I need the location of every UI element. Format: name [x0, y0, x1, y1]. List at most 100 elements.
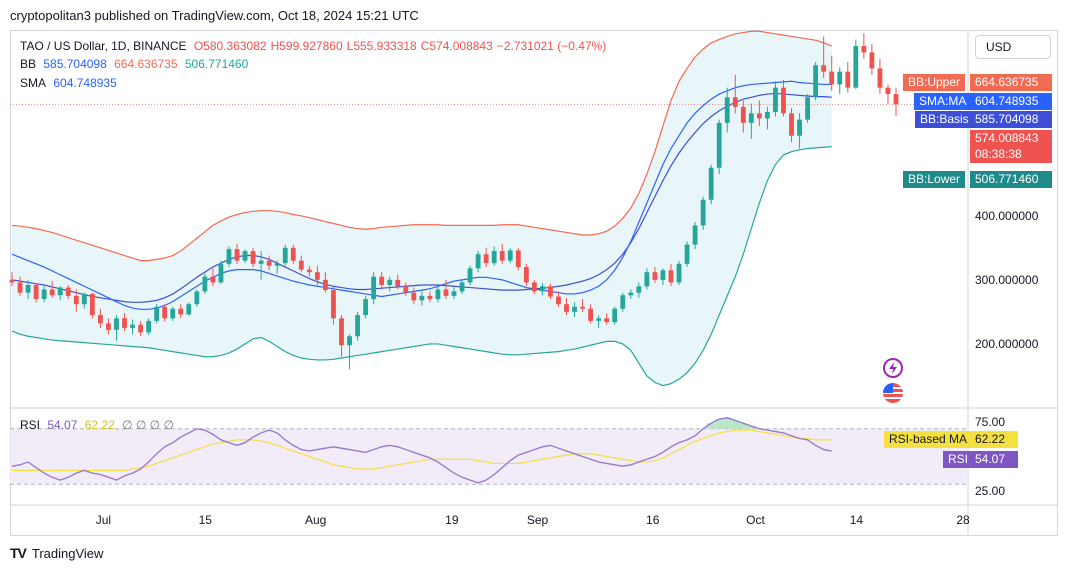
candle	[531, 279, 537, 294]
candle	[740, 100, 746, 133]
rsi-line	[11, 417, 832, 484]
candle	[258, 251, 264, 280]
candle	[483, 247, 489, 268]
currency-button[interactable]: USD	[975, 35, 1051, 59]
tradingview-logo-icon: TV	[10, 545, 27, 561]
candle-body	[33, 284, 39, 300]
candle	[162, 304, 168, 322]
candle-body	[331, 290, 336, 319]
sma-value: 604.748935	[53, 76, 117, 90]
candle	[266, 255, 272, 271]
candle	[644, 268, 650, 290]
candle	[877, 58, 883, 95]
candle	[805, 94, 811, 123]
rsi-ma-tag-label: RSI-based MA	[884, 431, 973, 448]
candle-body	[178, 308, 184, 315]
lightning-icon[interactable]	[883, 358, 903, 378]
candle-body	[347, 336, 352, 346]
candle	[588, 304, 594, 324]
candle-body	[355, 315, 360, 337]
candle-body	[306, 269, 312, 273]
candle-body	[660, 270, 666, 280]
candle	[41, 286, 47, 303]
ohlc-close: C574.008843	[420, 39, 493, 53]
rsi-ma-tag-value: 62.22	[970, 431, 1018, 448]
sma-label[interactable]: SMA	[20, 76, 47, 90]
sma-tag-value: 604.748935	[970, 93, 1052, 110]
candle-body	[668, 270, 674, 283]
bb-fill-area	[12, 31, 832, 386]
candle	[25, 279, 31, 300]
candle-body	[202, 276, 208, 292]
candle	[580, 299, 585, 312]
brand-name: TradingView	[31, 545, 104, 561]
candle	[676, 260, 682, 285]
rsi-label[interactable]: RSI	[20, 418, 41, 432]
candle	[395, 274, 401, 290]
rsi-tick-label: 75.00	[975, 415, 1005, 429]
rsi-ma-line	[12, 429, 832, 471]
candle-body	[282, 247, 288, 264]
candle-body	[9, 279, 15, 283]
rsi-value: 54.07	[47, 418, 78, 432]
candle	[773, 81, 778, 117]
candle-body	[548, 286, 553, 297]
candle	[146, 318, 152, 335]
price-tick-label: 200.000000	[975, 337, 1039, 351]
candle-body	[885, 87, 891, 95]
candle-body	[539, 286, 545, 292]
bb-label[interactable]: BB	[20, 57, 37, 71]
bb-basis-tag-value: 585.704098	[970, 111, 1052, 128]
candle	[748, 103, 754, 139]
bb-lower-tag-label: BB:Lower	[903, 171, 966, 188]
candle	[853, 39, 859, 89]
candle-body	[25, 284, 31, 293]
ohlc-high: H599.927860	[270, 39, 343, 53]
candle-body	[732, 97, 738, 107]
candle	[869, 44, 875, 75]
bb-upper-value: 664.636735	[114, 57, 178, 71]
candle-body	[323, 279, 328, 291]
candle-body	[636, 286, 642, 293]
time-tick-label: 19	[445, 513, 459, 527]
bb-lower-tag-value: 506.771460	[970, 171, 1052, 188]
candle-body	[65, 287, 71, 296]
candle	[202, 273, 208, 294]
candle	[427, 291, 433, 303]
candle-body	[869, 52, 875, 69]
legend-ohlc: TAO / US Dollar, 1D, BINANCE O580.363082…	[20, 39, 610, 53]
candle	[282, 244, 288, 266]
candle-body	[379, 276, 385, 285]
candle	[837, 67, 843, 95]
candle-body	[877, 68, 883, 88]
flag-icon[interactable]	[883, 383, 903, 403]
candle	[57, 286, 63, 301]
price-tick-label: 400.000000	[975, 209, 1039, 223]
candle-body	[700, 199, 706, 226]
ohlc-open: O580.363082	[193, 39, 267, 53]
candle	[700, 196, 706, 230]
candle-body	[298, 260, 304, 270]
candle	[89, 292, 95, 319]
candle	[194, 289, 200, 307]
candle	[114, 315, 119, 341]
candle	[170, 306, 176, 321]
candle-body	[371, 276, 377, 300]
bb-basis-tag-label: BB:Basis	[915, 111, 974, 128]
candle	[379, 272, 385, 290]
candle	[306, 265, 312, 277]
candle	[636, 282, 642, 298]
candle	[210, 268, 216, 287]
bb-upper-line	[11, 30, 832, 262]
candle	[628, 289, 634, 300]
candle	[813, 62, 819, 101]
rsi-tag-value: 54.07	[970, 451, 1018, 468]
candle-body	[57, 287, 63, 296]
candle-body	[716, 122, 722, 168]
time-tick-label: 14	[850, 513, 864, 527]
candle-body	[250, 251, 256, 264]
symbol-title[interactable]: TAO / US Dollar, 1D, BINANCE	[20, 39, 187, 53]
footer-brand[interactable]: TV TradingView	[10, 545, 103, 561]
candle-body	[363, 299, 369, 316]
